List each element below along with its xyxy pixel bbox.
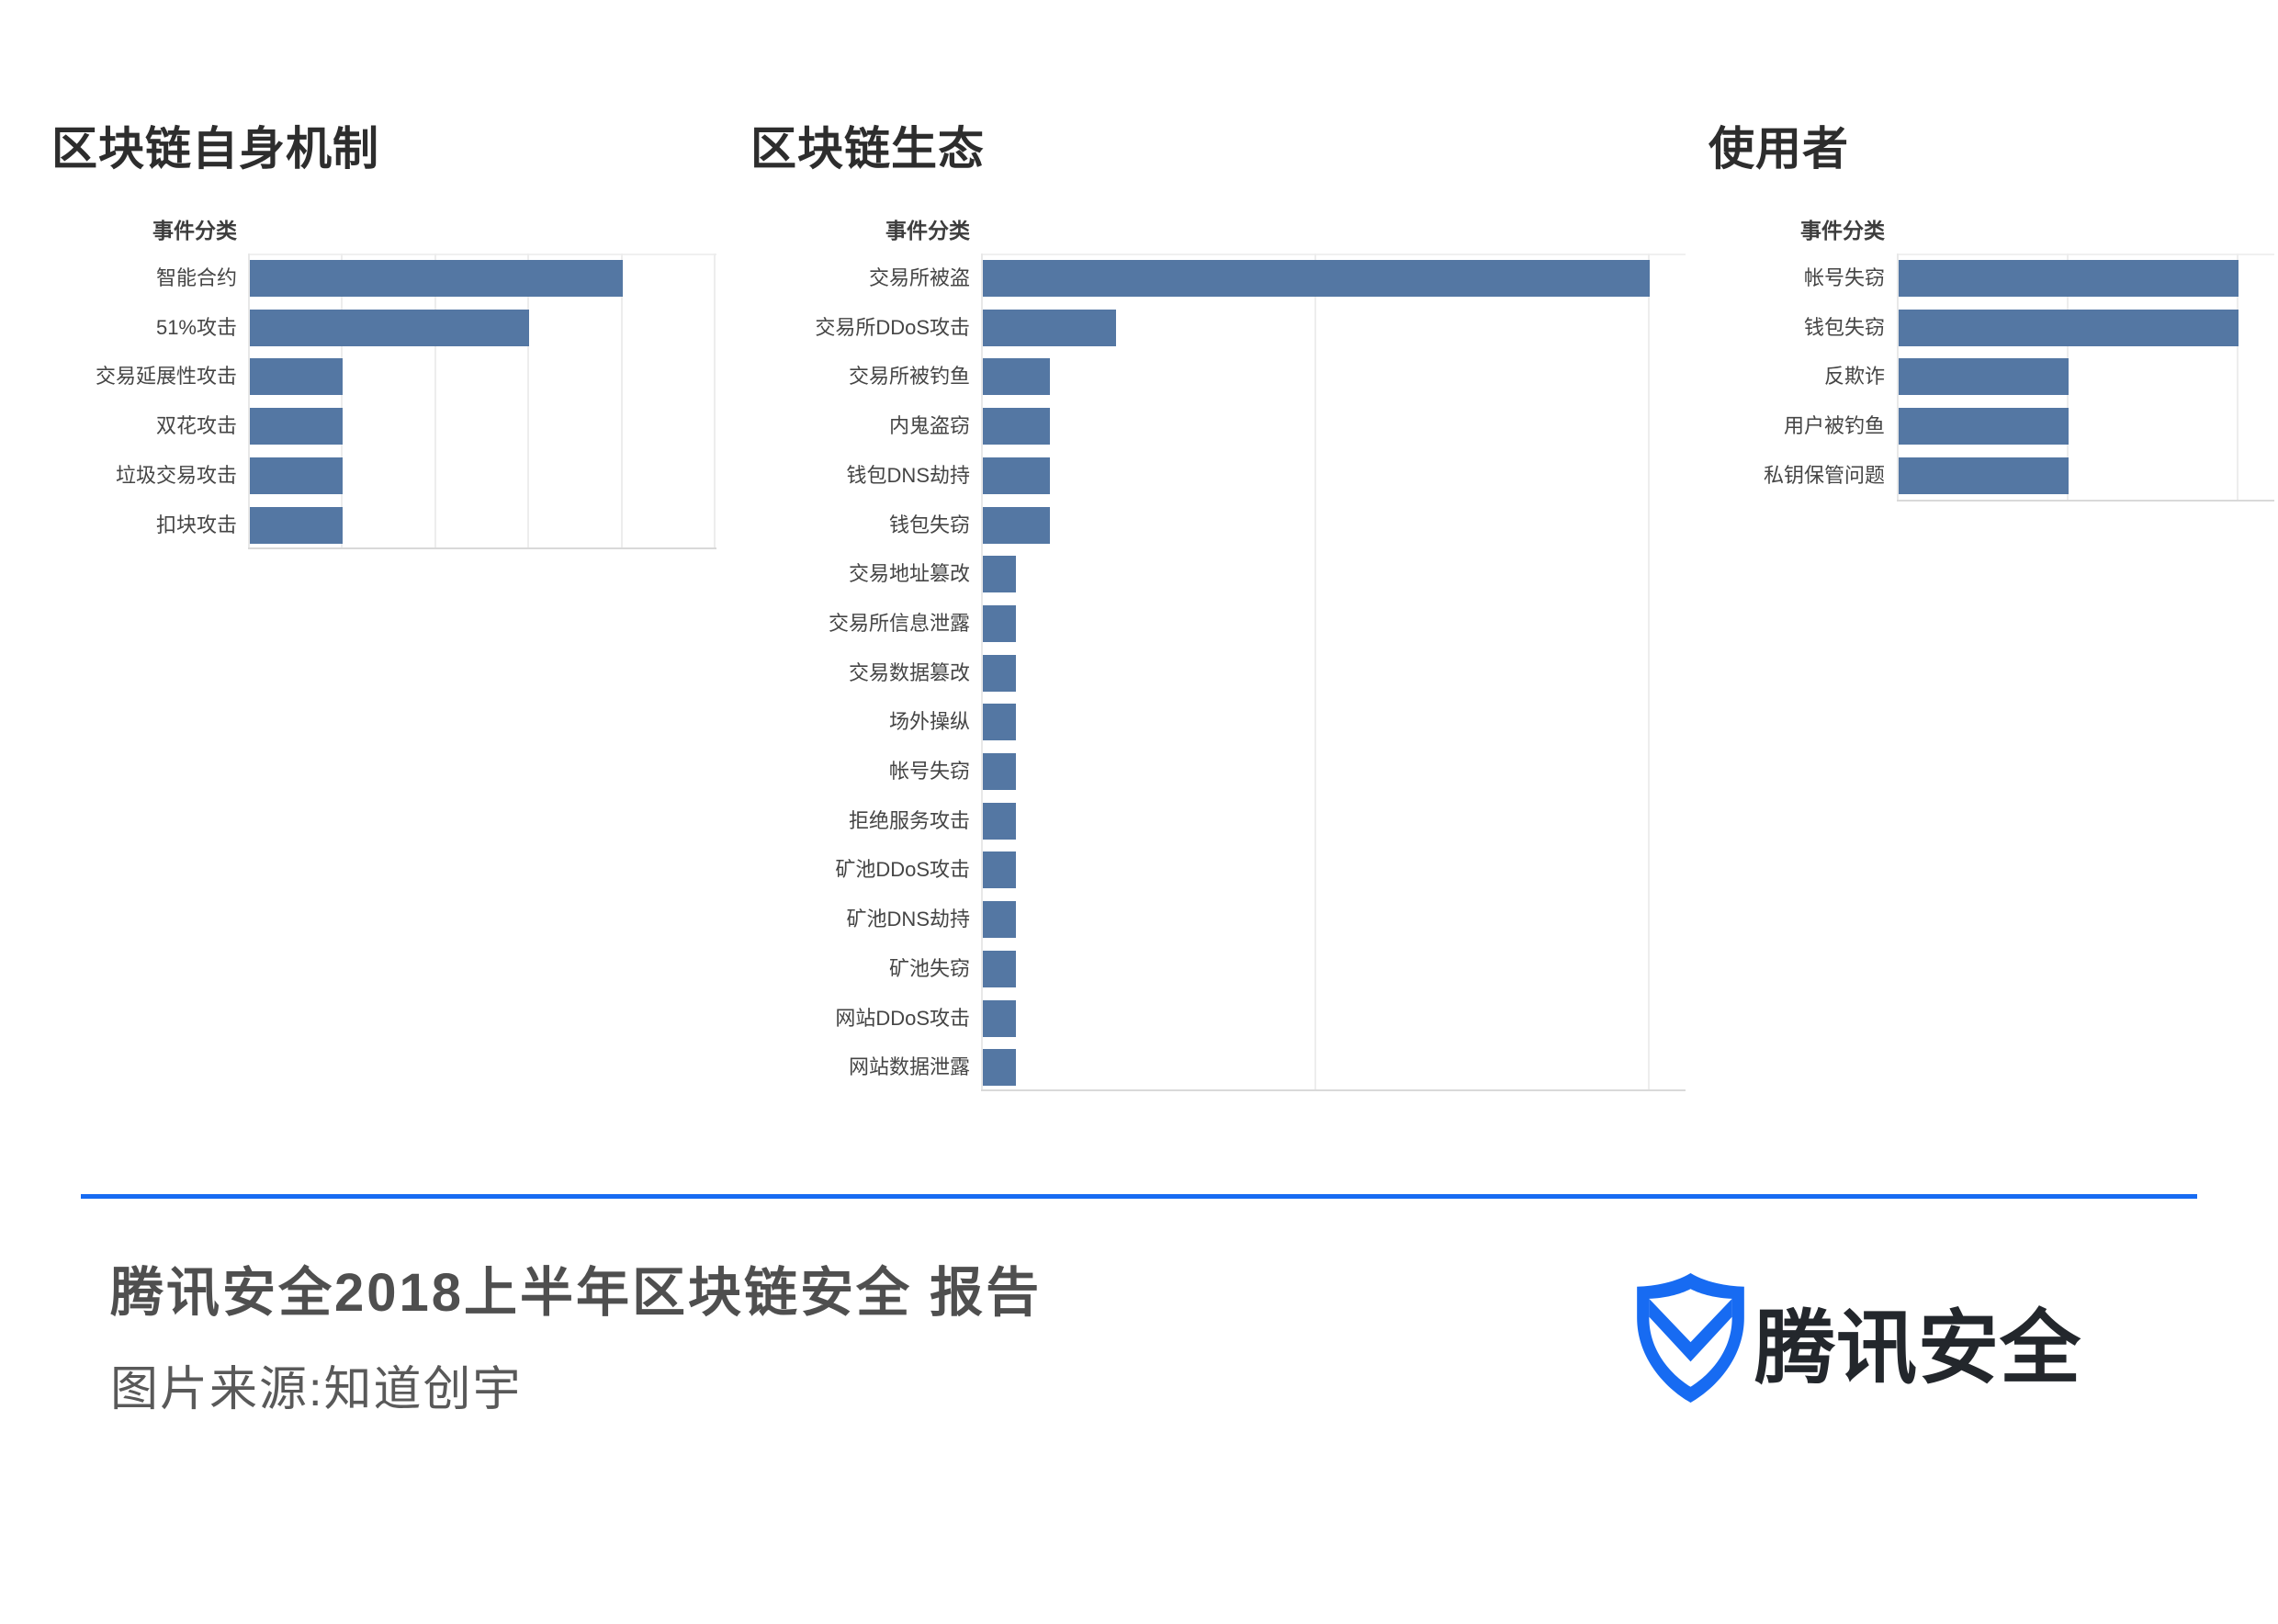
x-axis-line [1897,500,2274,502]
category-label: 钱包DNS劫持 [846,463,970,487]
category-label: 交易延展性攻击 [95,365,237,389]
gridline [1648,254,1650,1089]
category-label: 交易所被钓鱼 [848,365,970,389]
gridline [527,254,530,547]
category-label: 矿池DNS劫持 [846,908,970,931]
image-source-caption: 图片来源:知道创宇 [110,1363,523,1416]
category-label: 双花攻击 [155,414,237,438]
bar [250,408,344,445]
bar [983,753,1017,790]
category-label: 矿池失窃 [888,956,970,980]
bar [1899,260,2239,297]
shield-icon [1633,1273,1748,1407]
gridline [714,254,716,547]
category-label: 钱包失窃 [1803,315,1885,339]
bar [1899,309,2239,346]
plot-top-border [981,254,1686,255]
category-label: 反欺诈 [1823,365,1885,389]
gridline [434,254,436,547]
category-label: 矿池DDoS攻击 [835,858,970,882]
chart-title: 区块链自身机制 [51,123,379,175]
gridline [1314,254,1316,1089]
bar [983,950,1017,987]
category-label: 内鬼盗窃 [888,414,970,438]
column-header: 事件分类 [1800,219,1885,242]
category-label: 网站DDoS攻击 [835,1006,970,1030]
category-label: 网站数据泄露 [848,1055,970,1079]
category-label: 交易所DDoS攻击 [815,315,970,339]
bar [1899,457,2069,494]
x-axis-line [248,547,716,549]
divider-line [81,1194,2197,1199]
category-label: 交易所信息泄露 [828,611,970,635]
plot-top-border [248,254,716,255]
y-axis-line [1897,254,1899,500]
bar [250,309,530,346]
plot-top-border [1897,254,2274,255]
bar [983,1049,1017,1087]
report-title: 腾讯安全2018上半年区块链安全 报告 [110,1263,1043,1323]
category-label: 拒绝服务攻击 [848,808,970,832]
bar [983,408,1050,445]
column-header: 事件分类 [152,219,237,242]
tencent-security-logo: 腾讯安全 [1633,1273,2148,1420]
chart-title: 区块链生态 [750,123,985,175]
y-axis-line [248,254,250,547]
gridline [341,254,344,547]
category-label: 交易所被盗 [868,266,970,289]
category-label: 交易数据篡改 [848,660,970,684]
bar [250,260,623,297]
column-header: 事件分类 [885,219,970,242]
category-label: 扣块攻击 [155,513,237,536]
bar [250,358,344,396]
y-axis-line [981,254,983,1089]
x-axis-line [981,1089,1686,1091]
gridline [2237,254,2239,500]
category-label: 交易地址篡改 [848,562,970,586]
category-label: 钱包失窃 [888,513,970,536]
bar [983,654,1017,692]
category-label: 51%攻击 [155,315,237,339]
category-label: 帐号失窃 [1803,266,1885,289]
bar [250,506,344,544]
category-label: 智能合约 [155,266,237,289]
bar [983,604,1017,642]
chart-title: 使用者 [1708,123,1849,175]
bar [983,901,1017,939]
category-label: 帐号失窃 [888,760,970,783]
category-label: 私钥保管问题 [1763,463,1885,487]
bar [983,999,1017,1037]
bar [983,358,1050,396]
gridline [620,254,623,547]
bar [983,506,1050,544]
bar [983,457,1050,494]
bar [983,309,1117,346]
bar [1899,358,2069,396]
bar [983,260,1650,297]
category-label: 用户被钓鱼 [1783,414,1885,438]
category-label: 垃圾交易攻击 [115,463,237,487]
bar [1899,408,2069,445]
category-label: 场外操纵 [888,710,970,734]
bar [983,556,1017,593]
bar [983,851,1017,889]
bar [250,457,344,494]
logo-wordmark: 腾讯安全 [1754,1303,2082,1393]
bar [983,704,1017,741]
bar [983,802,1017,840]
